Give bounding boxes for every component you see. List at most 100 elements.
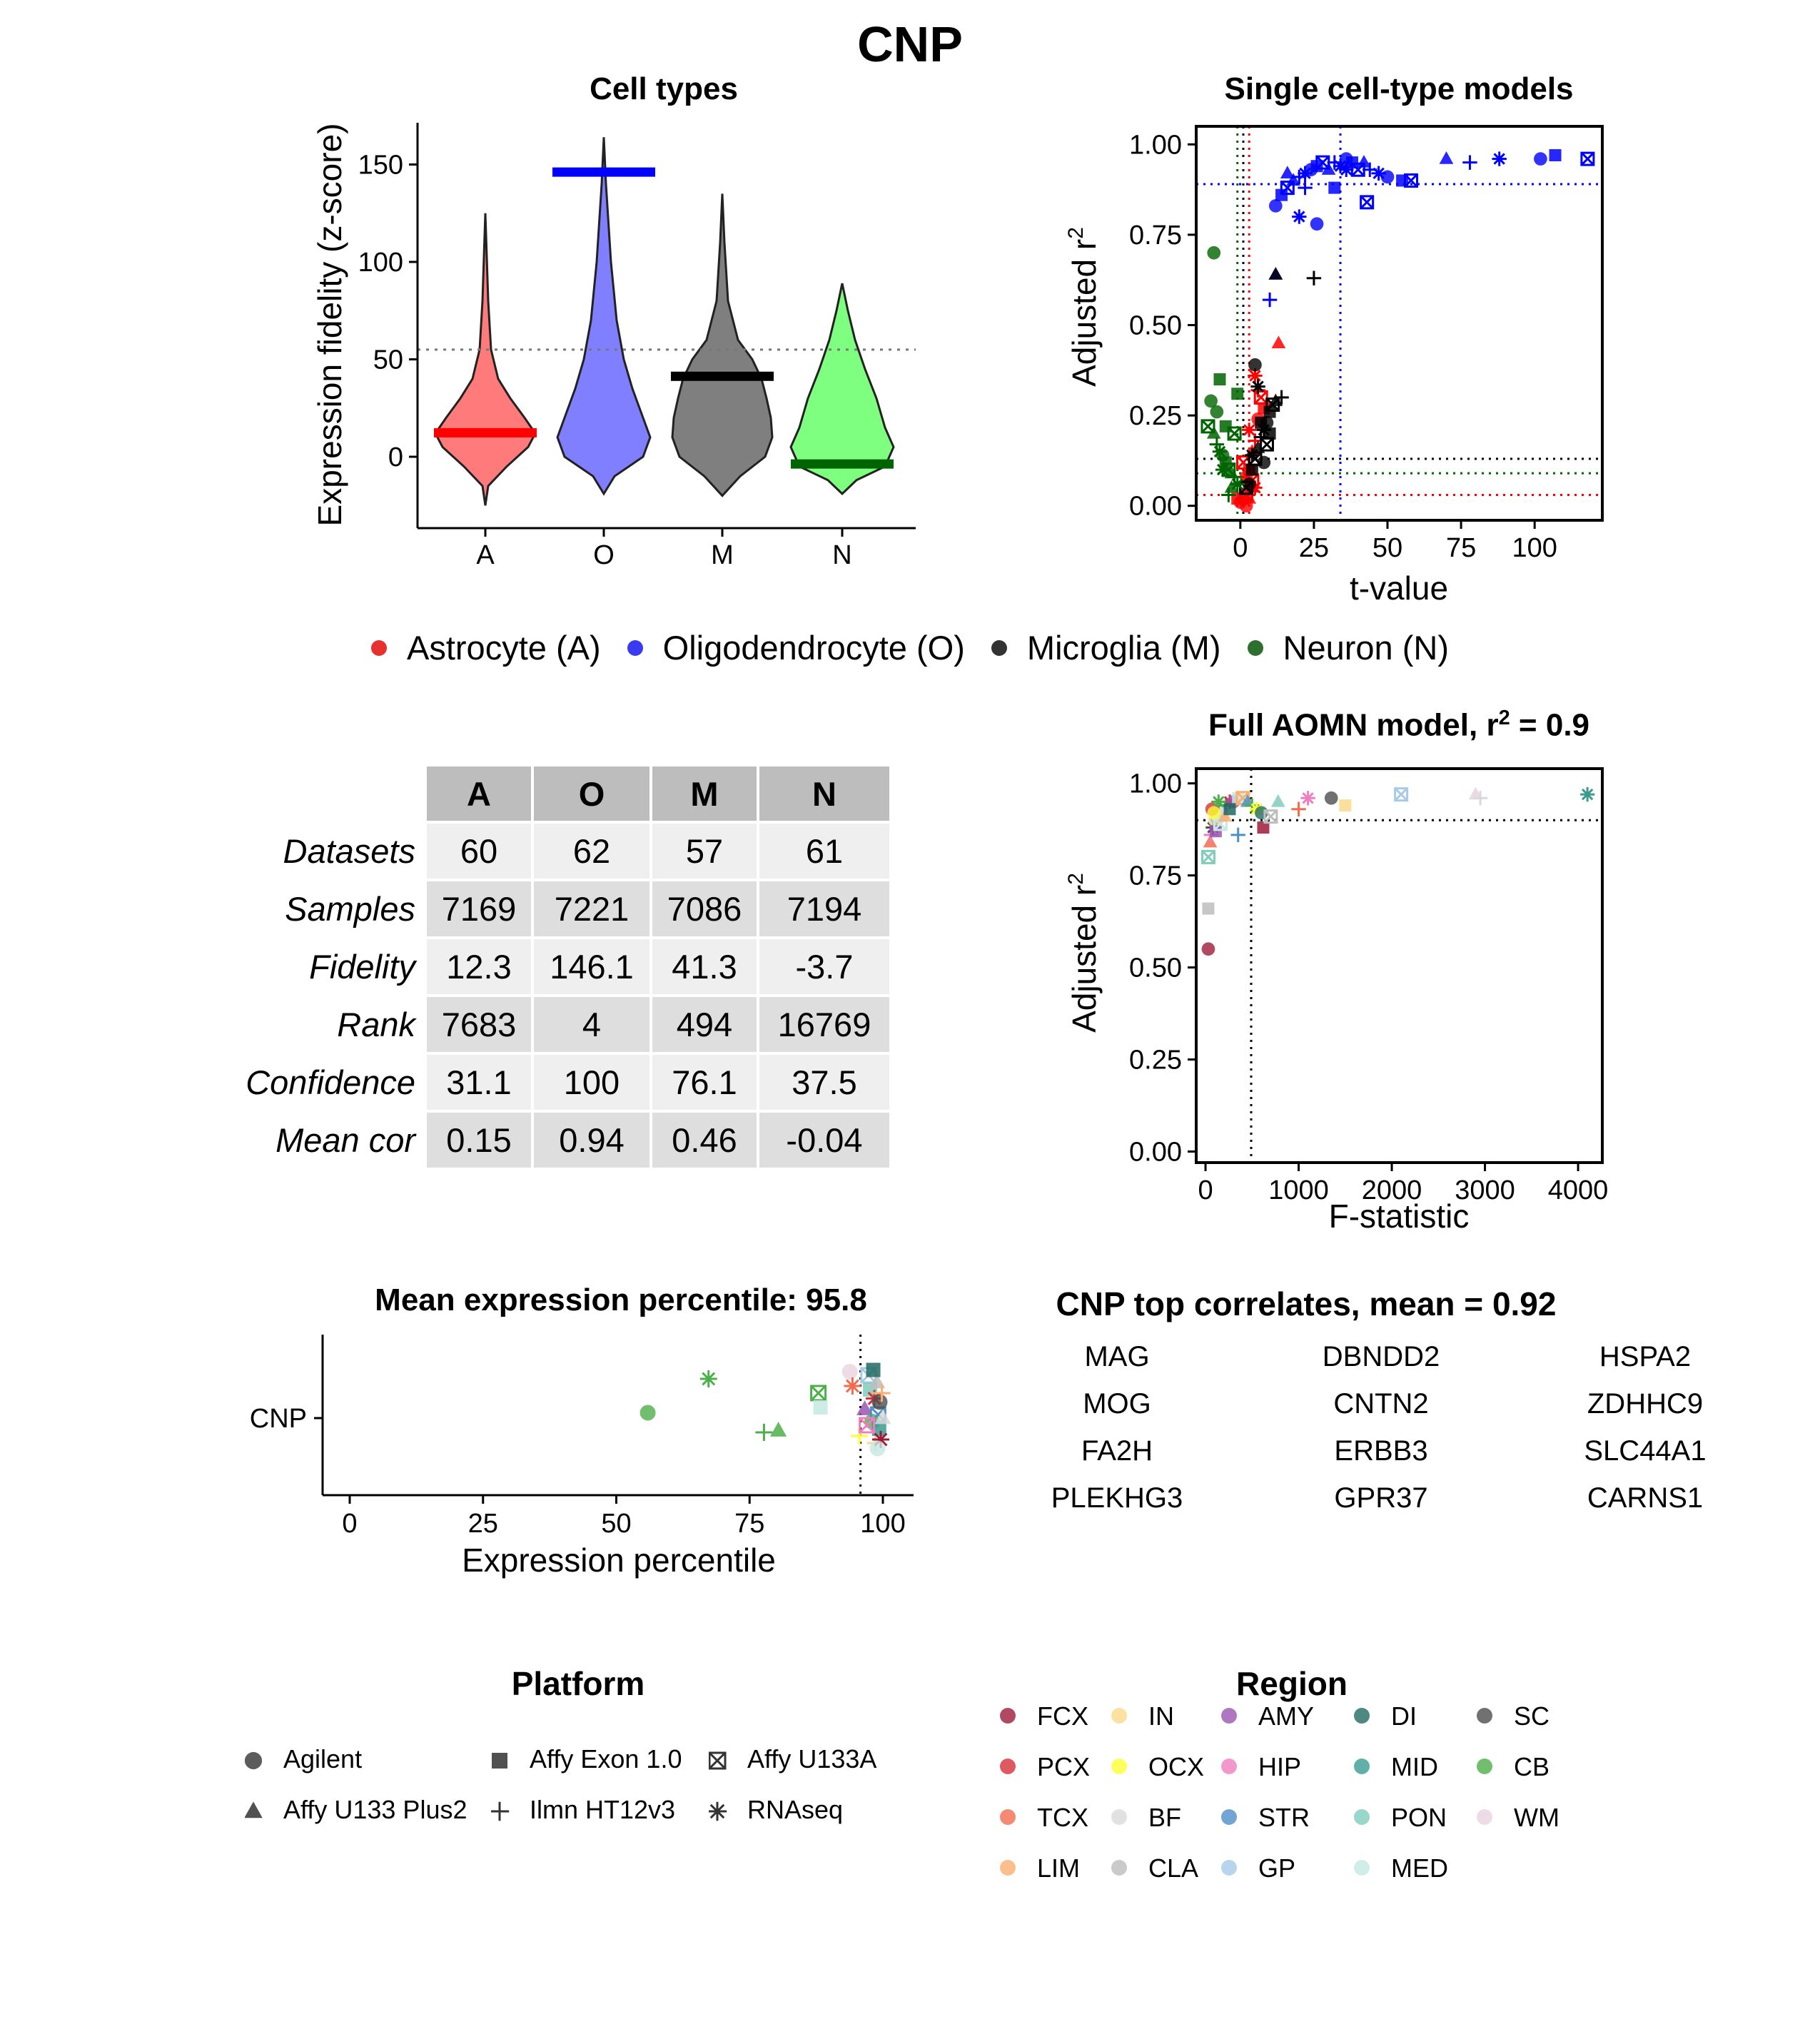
point [871,1394,888,1410]
full-model-title: Full AOMN model, r2 = 0.9 [1208,707,1590,743]
point [1298,166,1313,181]
region-item: BF [1111,1803,1181,1832]
y-tick-label: 100 [358,248,403,278]
point [1219,420,1232,432]
stats-row: Confidence 31.1 100 76.1 37.5 [238,1055,889,1110]
y-tick-label: 0.25 [1129,1046,1182,1076]
triangle-shape [244,1801,263,1818]
region-label: TCX [1037,1803,1088,1832]
point [1218,809,1233,822]
correlate-gene: MOG [1083,1388,1151,1420]
point [1204,394,1218,408]
point [872,1431,890,1448]
region-dot [1477,1759,1492,1775]
x-tick-label: 75 [734,1509,764,1539]
stats-row-label: Rank [337,1006,415,1043]
stats-cell: 57 [652,824,757,879]
square-shape [492,1753,507,1769]
boxed-x-shape [708,1751,727,1770]
point [1257,821,1270,834]
platform-item: Affy U133 Plus2 [244,1796,467,1824]
y-tick-label: 1.00 [1129,130,1182,160]
y-tick-label: 0 [388,442,403,472]
platform-item: Agilent [244,1744,363,1774]
y-tick-label: 0.00 [1129,492,1182,522]
point [699,1370,717,1387]
legend-label-astrocyte: Astrocyte (A) [407,629,601,667]
x-tick-label: 100 [860,1509,905,1539]
region-dot [1477,1708,1492,1724]
region-dot [1354,1860,1370,1876]
region-item: MED [1354,1854,1448,1883]
point [1263,809,1278,824]
point [1213,373,1226,385]
point [1257,455,1271,470]
point [1268,199,1283,213]
y-tick-label: 0.75 [1129,221,1182,251]
y-tick-label: 0.25 [1129,401,1182,431]
correlate-gene: CNTN2 [1333,1388,1429,1420]
point [1439,151,1454,164]
stats-cell: 7683 [427,997,531,1052]
point [1245,447,1260,463]
legend-dot-neuron [1247,639,1263,656]
stats-row-label: Confidence [246,1063,415,1101]
violin-M [671,193,774,497]
y-tick-label: 0.50 [1129,311,1182,341]
stats-table: A O M N Datasets 60 62 57 61 Samples 7169 7221 7… [236,764,892,1170]
region-item: HIP [1221,1753,1301,1781]
region-dot [1221,1809,1237,1826]
point [1200,849,1215,864]
stats-row-label: Samples [285,890,415,928]
y-tick-label: 0.00 [1129,1138,1182,1168]
legend-dot-oligodendrocyte [627,639,643,656]
y-tick-label: 150 [358,151,403,181]
legend-dot-microglia [991,639,1007,656]
point [1248,368,1263,383]
region-item: GP [1221,1854,1295,1883]
point [1231,388,1244,400]
stats-cell: -3.7 [759,939,889,994]
stats-col-n: N [759,766,889,821]
full-model-title-sup: 2 [1498,707,1510,729]
point [1306,270,1322,285]
stats-cell: 494 [652,997,757,1052]
x-tick-label: 50 [1372,533,1402,563]
point [1280,166,1295,178]
correlate-gene: DBNDD2 [1322,1341,1440,1372]
single-models-xlabel: t-value [1350,570,1448,607]
point [866,1362,881,1377]
region-dot [1111,1759,1127,1775]
legend-label-neuron: Neuron (N) [1283,629,1449,667]
point [1248,358,1262,372]
plus-icon [490,1802,510,1821]
point [1255,416,1268,429]
point [1328,181,1341,194]
y-tick-label: 0.75 [1129,861,1182,891]
stats-cell: 7194 [759,881,889,936]
legend-item-astrocyte: Astrocyte (A) [371,628,601,667]
region-item: SC [1477,1702,1549,1731]
platform-label: Agilent [283,1744,363,1774]
point [1268,267,1283,280]
stats-corner [238,766,424,821]
region-label: LIM [1037,1853,1081,1883]
region-item: LIM [1000,1854,1080,1883]
x-tick-label: 50 [601,1509,631,1539]
x-tick-label: 25 [468,1509,498,1539]
percentile-title: Mean expression percentile: 95.8 [375,1282,867,1317]
boxed-x-icon [708,1751,727,1770]
x-tick-label: M [711,540,734,570]
cell-types-chart: Expression fidelity (z-score) 050100150 … [311,123,916,570]
point [1333,158,1348,173]
platform-item: RNAseq [707,1796,843,1824]
region-dot [1477,1809,1492,1826]
x-tick-label: 0 [1233,533,1248,563]
point [1209,825,1222,838]
point [1223,803,1236,816]
cell-types-title: Cell types [590,71,738,106]
correlate-gene: FA2H [1081,1435,1153,1467]
platform-item: Ilmn HT12v3 [490,1796,675,1824]
full-model-ylabel-sup: 2 [1064,873,1088,885]
percentile-chart: Expression percentile CNP 0 25 50 75 100 [250,1335,914,1579]
